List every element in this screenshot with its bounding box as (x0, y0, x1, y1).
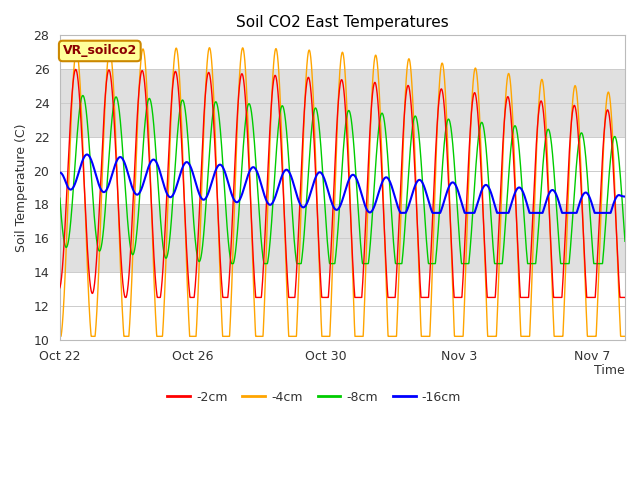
Bar (60, 69, 625, 137)
Bar (60, 36, 625, 69)
Y-axis label: Soil Temperature (C): Soil Temperature (C) (15, 123, 28, 252)
Bar (60, 272, 625, 340)
Bar (60, 137, 625, 204)
Bar (60, 204, 625, 272)
Title: Soil CO2 East Temperatures: Soil CO2 East Temperatures (236, 15, 449, 30)
Text: Time: Time (595, 364, 625, 377)
Legend: -2cm, -4cm, -8cm, -16cm: -2cm, -4cm, -8cm, -16cm (162, 385, 466, 408)
Text: VR_soilco2: VR_soilco2 (63, 45, 137, 58)
